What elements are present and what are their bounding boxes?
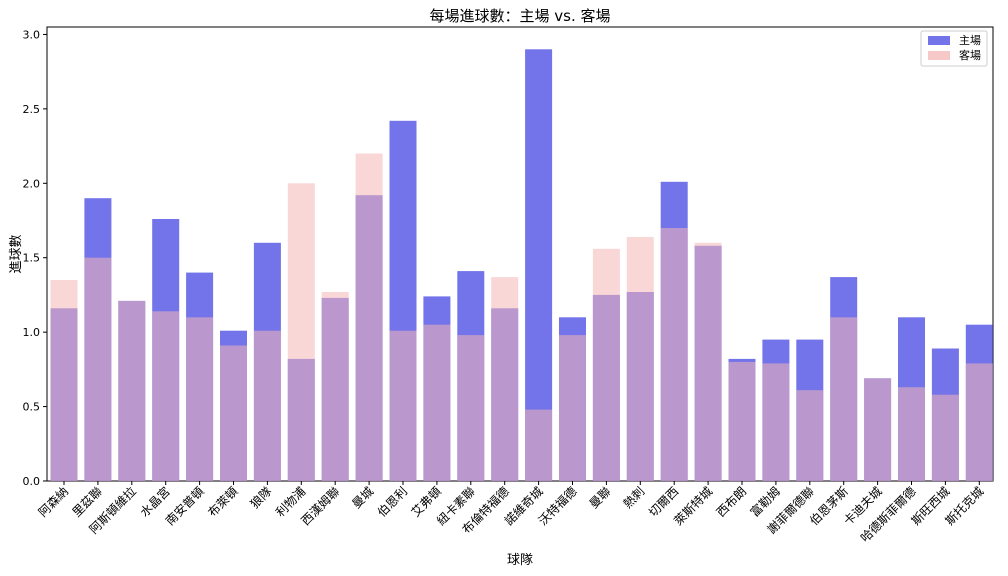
x-tick-label-9: 曼城 [349,484,376,511]
away-bar-24 [864,378,892,481]
y-tick-label-0: 0.0 [23,475,41,488]
x-tick-label-20: 西布朗 [714,484,749,519]
y-tick-label-5: 2.5 [23,103,41,116]
away-bar-14 [525,409,553,481]
x-tick-label-5: 布萊頓 [205,484,240,519]
away-bar-9 [355,153,383,481]
away-bars [50,153,993,482]
y-axis: 0.0 0.5 1.0 1.5 2.0 2.5 3.0 [23,28,47,488]
y-tick-label-3: 1.5 [23,252,41,265]
away-bar-5 [220,345,247,481]
x-tick-label-17: 熱刺 [621,484,648,511]
away-bar-23 [830,317,858,481]
away-bar-10 [389,330,417,481]
legend-swatch-away [928,51,950,60]
x-axis-title: 球隊 [507,552,533,568]
x-tick-label-10: 伯恩利 [374,484,410,520]
away-bar-11 [423,324,451,481]
y-tick-label-4: 2.0 [23,177,41,190]
away-bar-15 [559,335,586,481]
away-bar-17 [626,236,654,481]
away-bar-13 [491,277,519,481]
x-tick-label-0: 阿森納 [35,484,71,520]
y-tick-label-2: 1.0 [23,326,41,339]
away-bar-0 [50,280,78,481]
away-bar-26 [931,394,959,481]
away-bar-6 [253,330,281,481]
home-bar-14 [525,49,553,482]
away-bar-7 [287,183,315,482]
legend-label-away: 客場 [959,48,981,62]
plot-area [46,26,994,482]
away-bar-12 [457,335,485,481]
away-bar-4 [186,317,214,481]
away-bar-1 [84,257,112,481]
y-tick-label-6: 3.0 [23,28,41,41]
away-bar-25 [898,387,925,481]
away-bar-19 [694,242,722,481]
y-axis-title: 進球數 [9,234,24,273]
x-tick-label-6: 狼隊 [247,484,275,512]
away-bar-20 [728,361,756,481]
away-bar-8 [321,292,349,481]
chart-title: 每場進球數：主場 vs. 客場 [430,7,611,25]
away-bar-22 [796,390,824,481]
legend-swatch-home [928,36,950,45]
away-bar-3 [152,311,180,481]
legend-label-home: 主場 [959,34,981,47]
y-tick-label-1: 0.5 [23,401,41,414]
legend: 主場 客場 [920,30,988,67]
x-tick-label-16: 曼聯 [587,484,614,511]
away-bar-2 [118,300,146,481]
away-bar-18 [660,228,688,481]
away-bar-27 [965,363,993,481]
away-bar-21 [762,363,790,481]
away-bar-16 [592,248,620,481]
